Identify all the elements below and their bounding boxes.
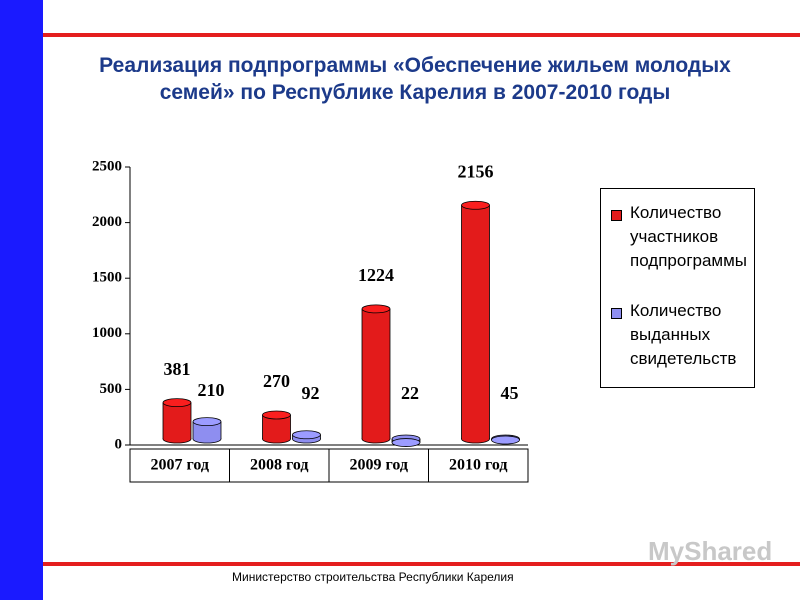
bar-top [491,435,520,445]
top-rule [43,33,800,37]
legend: Количество участников подпрограммы Количе… [600,188,755,388]
bar [192,417,222,444]
watermark: MyShared [648,536,773,566]
bar-top [391,438,421,447]
bar-top [292,430,321,440]
value-label: 22 [401,383,419,403]
value-label: 381 [164,359,191,379]
chart-title: Реализация подпрограммы «Обеспечение жил… [99,54,731,104]
legend-entry: Количество выданных свидетельств [611,299,758,371]
x-tick-label: 2009 год [350,457,409,474]
x-tick-label: 2007 год [151,457,210,474]
bar-top [461,200,490,210]
y-tick-label: 1500 [92,270,122,286]
bar [162,398,192,444]
value-label: 92 [302,383,320,403]
legend-label: Количество участников подпрограммы [630,203,748,270]
bar [491,434,520,445]
legend-entry: Количество участников подпрограммы [611,201,758,273]
value-label: 270 [263,371,290,391]
value-label: 45 [501,383,519,403]
bar-body [461,205,490,439]
y-tick-label: 0 [115,436,123,452]
bar-body [362,308,390,439]
legend-swatch [611,210,622,221]
bottom-rule [43,562,800,566]
y-tick-label: 2500 [92,158,122,174]
bar-top [192,417,222,427]
bar [361,304,391,444]
x-tick-label: 2008 год [250,457,309,474]
bar-body [163,402,191,439]
bar-top [361,304,391,314]
value-label: 1224 [358,265,394,285]
bar [292,430,321,444]
y-tick-label: 500 [100,381,123,397]
bar [391,434,421,447]
y-tick-label: 1000 [92,325,122,341]
y-tick-label: 2000 [92,214,122,230]
footer: Министерство строительства Республики Ка… [232,570,514,584]
bar-body [193,421,221,439]
bar-top [262,410,291,420]
legend-swatch [611,308,622,319]
bar [262,410,291,444]
legend-label: Количество выданных свидетельств [630,301,737,368]
bar-top [162,398,192,408]
side-bar [0,0,43,600]
value-label: 210 [198,380,225,400]
value-label: 2156 [458,161,494,181]
bar [461,200,490,444]
x-tick-label: 2010 год [449,457,508,474]
